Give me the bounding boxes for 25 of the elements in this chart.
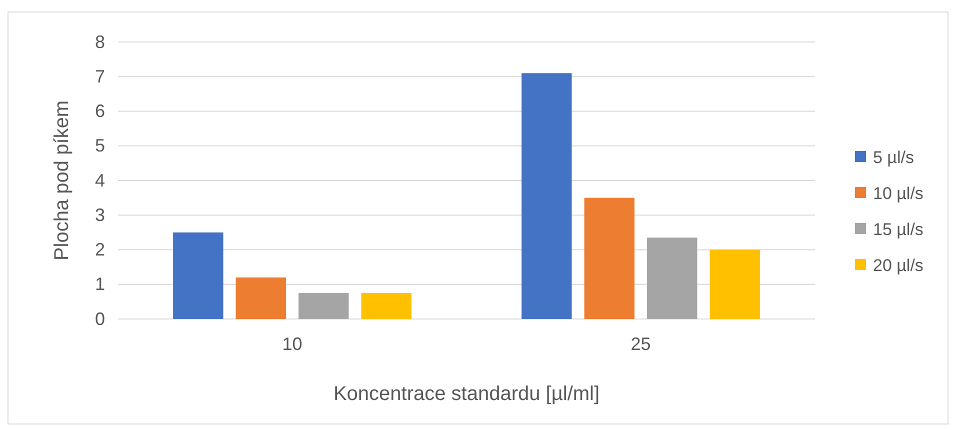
y-tick-label: 3	[94, 204, 105, 225]
bar	[584, 198, 634, 319]
y-tick-label: 1	[94, 274, 105, 294]
legend-label: 20 µl/s	[873, 256, 924, 275]
bar	[710, 250, 760, 319]
bar	[173, 232, 224, 319]
legend-label: 15 µl/s	[873, 220, 924, 239]
x-tick-label: 25	[630, 334, 651, 354]
legend-label: 10 µl/s	[873, 184, 924, 203]
y-tick-label: 0	[94, 308, 105, 329]
x-axis-title: Koncentrace standardu [µl/ml]	[333, 383, 600, 405]
y-tick-label: 2	[94, 240, 105, 260]
y-tick-label: 6	[94, 101, 105, 122]
x-tick-label: 10	[282, 334, 302, 354]
legend-label: 5 µl/s	[873, 148, 914, 167]
y-tick-label: 7	[94, 66, 105, 86]
bar	[522, 73, 572, 319]
y-axis-title: Plocha pod píkem	[51, 100, 73, 261]
bar	[298, 293, 349, 319]
y-tick-label: 5	[94, 136, 105, 156]
bar	[647, 238, 698, 319]
bar	[361, 293, 412, 319]
bar	[236, 277, 286, 319]
y-tick-label: 8	[94, 32, 105, 52]
y-tick-label: 4	[94, 170, 105, 190]
